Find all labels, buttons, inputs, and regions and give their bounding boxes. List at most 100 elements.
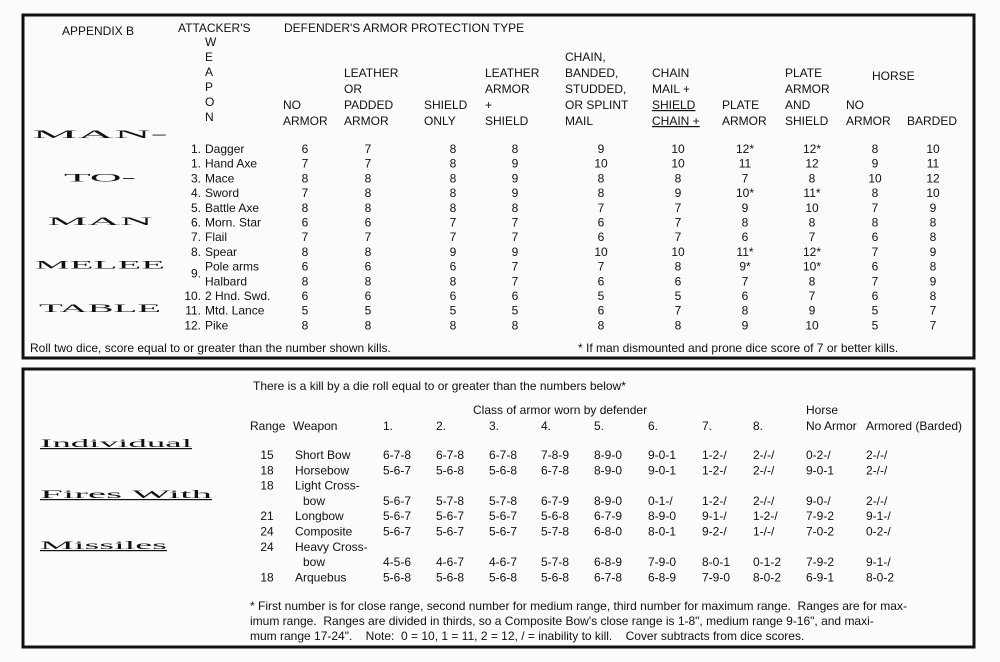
cell: 8 xyxy=(809,216,816,230)
cell: 8-9-0 xyxy=(594,463,622,477)
cell: 6 xyxy=(742,289,749,303)
cell: 8 xyxy=(302,318,309,332)
cell: 10 xyxy=(594,245,608,259)
range: 18 xyxy=(260,463,274,477)
column-header: ARMOR xyxy=(485,82,530,96)
range: 21 xyxy=(260,509,274,523)
cell: 6 xyxy=(598,216,605,230)
cell: 8-0-2 xyxy=(753,570,781,584)
row-number: 7. xyxy=(191,230,201,244)
melee-title: TO- xyxy=(64,171,136,185)
cell: 8 xyxy=(302,245,309,259)
cell: 9 xyxy=(512,245,519,259)
cell: 9 xyxy=(512,157,519,171)
cell: 2-/-/ xyxy=(753,448,775,462)
cell: 9 xyxy=(512,186,519,200)
cell: 6 xyxy=(365,289,372,303)
cell: 5-6-7 xyxy=(436,509,464,523)
cell: 7 xyxy=(365,142,372,156)
cell: 7 xyxy=(365,230,372,244)
cell: 7 xyxy=(872,201,879,215)
row-number: 9. xyxy=(191,267,201,281)
cell: 5 xyxy=(512,304,519,318)
range: 24 xyxy=(260,540,274,554)
weapon-name: Halbard xyxy=(205,274,247,288)
cell: 10 xyxy=(805,201,819,215)
cell: 7 xyxy=(302,157,309,171)
appendix: APPENDIX B xyxy=(62,24,134,38)
melee-title: MAN- xyxy=(33,127,168,141)
footnote: imum range. Ranges are divided in thirds… xyxy=(250,614,874,628)
cell: 7 xyxy=(930,318,937,332)
weapon-letter: P xyxy=(205,80,213,94)
cell: 0-2-/ xyxy=(866,525,891,539)
cell: 0-1-/ xyxy=(648,494,673,508)
cell: 8 xyxy=(930,260,937,274)
cell: 9-1-/ xyxy=(866,509,891,523)
cell: 8-9-0 xyxy=(594,448,622,462)
cell: 5-6-7 xyxy=(436,525,464,539)
column-header: CHAIN xyxy=(652,66,689,80)
cell: 9-0-1 xyxy=(806,463,834,477)
cell: 4-6-7 xyxy=(436,555,464,569)
column-header: NO xyxy=(283,98,301,112)
cell: 7 xyxy=(302,186,309,200)
column-header: STUDDED, xyxy=(565,82,626,96)
cell: 9 xyxy=(742,318,749,332)
weapon-name: Heavy Cross- xyxy=(295,540,368,554)
cell: 10 xyxy=(671,142,685,156)
cell: 5 xyxy=(872,304,879,318)
column-header: PLATE xyxy=(722,98,759,112)
cell: 8 xyxy=(450,186,457,200)
cell: 11 xyxy=(927,157,940,171)
cell: 8-0-1 xyxy=(648,525,676,539)
cell: 8 xyxy=(872,142,879,156)
weapon-name: Morn. Star xyxy=(205,216,261,230)
intro: There is a kill by a die roll equal to o… xyxy=(253,379,626,393)
class-header: Class of armor worn by defender xyxy=(473,403,647,417)
cell: 8 xyxy=(365,171,372,185)
cell: 5-6-8 xyxy=(541,570,569,584)
column-header: SHIELD xyxy=(485,114,529,128)
range: 15 xyxy=(260,448,274,462)
cell: 9 xyxy=(930,245,937,259)
cell: 9 xyxy=(809,304,816,318)
range: 24 xyxy=(260,525,274,539)
cell: 5-6-8 xyxy=(489,463,517,477)
column-header: ONLY xyxy=(424,114,456,128)
cell: 5-7-8 xyxy=(541,555,569,569)
cell: 9 xyxy=(742,201,749,215)
cell: 7 xyxy=(872,245,879,259)
column-header: LEATHER xyxy=(485,66,540,80)
column-header: Weapon xyxy=(293,419,337,433)
cell: 8 xyxy=(598,186,605,200)
column-header: 8. xyxy=(753,419,763,433)
cell: 7 xyxy=(302,230,309,244)
column-header: ARMOR xyxy=(283,114,328,128)
cell: 5-6-7 xyxy=(383,463,411,477)
cell: 8 xyxy=(809,274,816,288)
weapon-letter: N xyxy=(205,110,214,124)
row-number: 3. xyxy=(191,171,201,185)
column-header: 7. xyxy=(702,419,712,433)
cell: 7-9-0 xyxy=(702,570,730,584)
cell: 6 xyxy=(872,260,879,274)
cell: 8 xyxy=(930,289,937,303)
cell: 5 xyxy=(302,304,309,318)
cell: 8 xyxy=(365,318,372,332)
weapon-name: Mtd. Lance xyxy=(205,304,265,318)
cell: 5-7-8 xyxy=(541,525,569,539)
cell: 7 xyxy=(512,216,519,230)
column-header: 6. xyxy=(648,419,658,433)
cell: 5-7-8 xyxy=(489,494,517,508)
cell: 4-6-7 xyxy=(489,555,517,569)
weapon-name: Hand Axe xyxy=(205,157,257,171)
column-header: 1. xyxy=(383,419,393,433)
cell: 6 xyxy=(302,289,309,303)
weapon-name: Longbow xyxy=(295,509,344,523)
weapon-name: bow xyxy=(303,555,325,569)
column-header: Range xyxy=(250,419,286,433)
cell: 10 xyxy=(926,186,940,200)
cell: 5-6-7 xyxy=(383,509,411,523)
cell: 5-6-8 xyxy=(489,570,517,584)
